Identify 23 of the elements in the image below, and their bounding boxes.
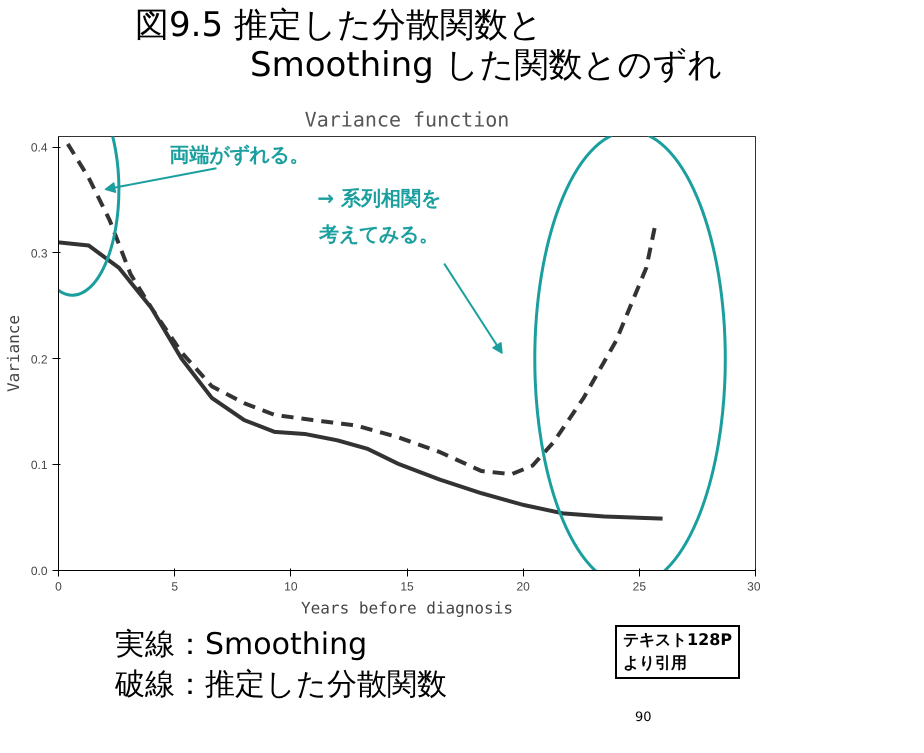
x-axis-title: Years before diagnosis	[301, 598, 513, 618]
annotation: 考えてみる。	[318, 222, 440, 246]
x-tick-label: 25	[632, 580, 646, 594]
y-tick-label: 0.2	[30, 352, 48, 366]
chart-title: 図9.5 推定した分散関数と Smoothing した関数とのずれ	[135, 5, 723, 85]
y-tick-label: 0.4	[30, 140, 48, 155]
y-tick-label: 0.3	[30, 246, 48, 260]
y-axis-title: Variance	[4, 314, 23, 392]
y-tick-label: 0.1	[30, 458, 48, 472]
x-tick-label: 10	[284, 580, 298, 594]
chart-subtitle: Variance function	[304, 108, 510, 132]
x-tick-label: 30	[747, 580, 761, 594]
annotation: 両端がずれる。	[170, 142, 310, 166]
text: 実線：Smoothing	[115, 627, 368, 662]
x-tick-label: 5	[171, 580, 178, 594]
x-tick-label: 20	[516, 580, 530, 594]
text: 90	[635, 708, 652, 727]
y-tick-label: 0.0	[30, 564, 48, 578]
text: テキスト128P より引用	[615, 625, 740, 679]
text: 破線：推定した分散関数	[115, 667, 447, 702]
x-tick-label: 15	[400, 580, 414, 594]
x-tick-label: 0	[55, 580, 62, 594]
annotation: → 系列相関を	[317, 186, 441, 210]
